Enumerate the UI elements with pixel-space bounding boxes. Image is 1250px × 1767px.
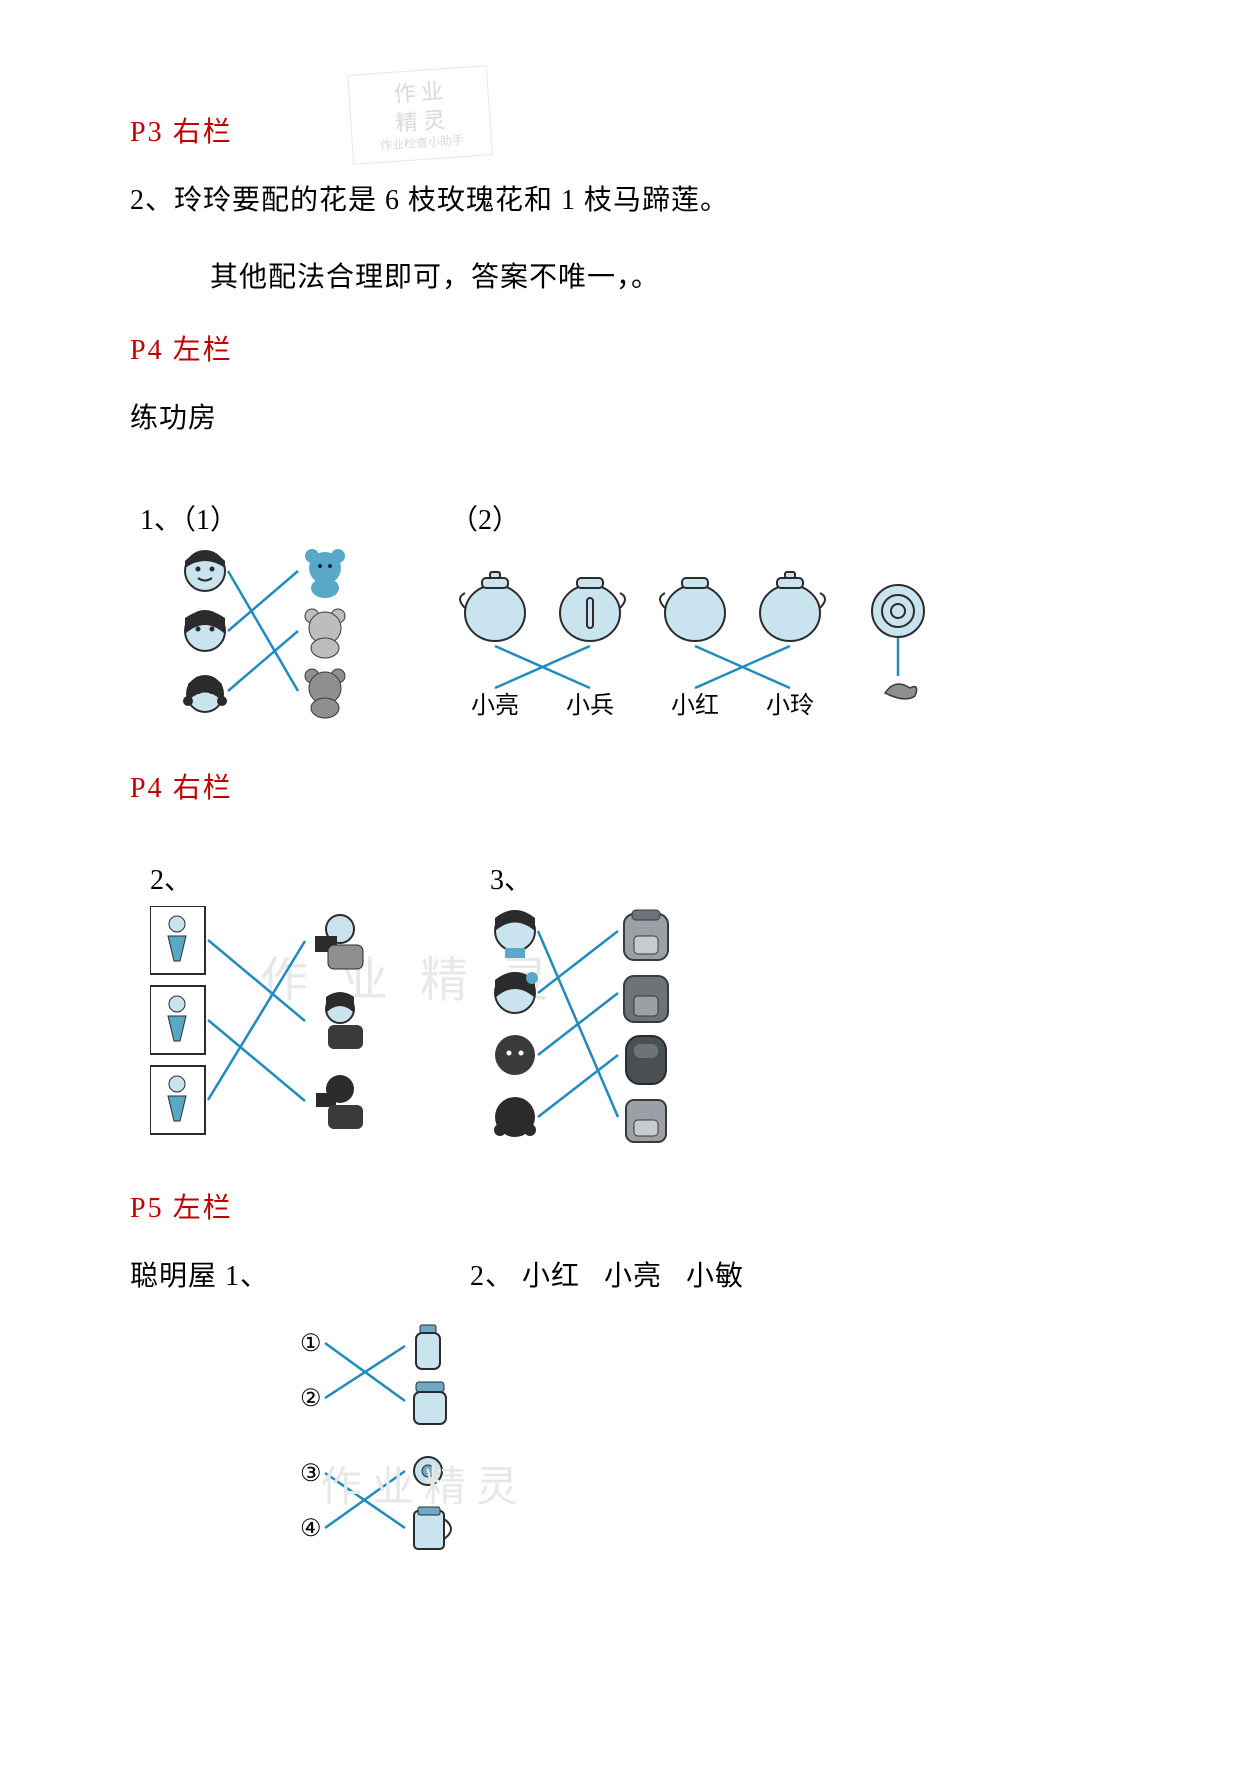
congmingwu-row: 聪明屋 1、 2、 小红 小亮 小敏 <box>130 1250 1120 1303</box>
bear-blue-icon <box>305 549 345 598</box>
bear-gray-2-icon <box>305 669 345 718</box>
cmw-ans-3: 小敏 <box>686 1261 744 1292</box>
q3-figure <box>490 906 1120 1176</box>
q1-2-lines <box>495 646 790 688</box>
teapot-label-1: 小亮 <box>471 692 519 719</box>
backpack-2-icon <box>624 976 668 1022</box>
q1-2-svg: 小亮 小兵 小红 小玲 <box>450 568 1010 728</box>
cmw-svg: ① ② ③ ④ <box>290 1323 510 1573</box>
lid-1-icon <box>414 1457 442 1485</box>
kid-head-4-icon <box>494 1097 536 1137</box>
q3-label: 3、 <box>490 858 1120 898</box>
dancer-card-1-icon <box>150 906 205 974</box>
heading-p4-left: P4 左栏 <box>130 328 1120 368</box>
teapot-1-icon <box>460 572 525 641</box>
teapot-label-3: 小红 <box>671 692 719 719</box>
teapot-label-2: 小兵 <box>566 692 614 719</box>
circled-2: ② <box>300 1386 322 1412</box>
cmw-figure: 作业精灵 ① ② ③ ④ <box>290 1323 1120 1573</box>
q1-1-block: 1、（1） <box>130 470 450 746</box>
heading-p5-left: P5 左栏 <box>130 1186 1120 1226</box>
circled-1: ① <box>300 1331 322 1357</box>
child-head-1-icon <box>185 551 225 591</box>
photographer-2-icon <box>326 992 363 1049</box>
liangongfang-label: 练功房 <box>130 392 1120 445</box>
bottle-1-icon <box>416 1325 440 1369</box>
mug-1-icon <box>414 1507 451 1549</box>
q2q3-row: 作 业 精 灵 2、 <box>130 830 1120 1176</box>
backpack-4-icon <box>626 1100 666 1142</box>
q1-1-lines <box>228 571 298 691</box>
child-head-3-icon <box>183 676 227 712</box>
q1-2-label: （2） <box>450 498 1120 538</box>
child-head-2-icon <box>185 611 225 651</box>
bird-icon <box>885 684 917 699</box>
teapot-3-icon <box>660 578 725 641</box>
circled-3: ③ <box>300 1461 322 1487</box>
jar-1-icon <box>414 1382 446 1424</box>
q1-1-svg <box>180 546 380 746</box>
dancer-card-2-icon <box>150 986 205 1054</box>
page-root: 作 业 精 灵 作业检查小助手 P3 右栏 2、玲玲要配的花是 6 枝玫瑰花和 … <box>0 0 1250 1633</box>
cmw-ans-1: 小红 <box>522 1261 580 1292</box>
q2-figure <box>150 906 490 1156</box>
teapot-label-4: 小玲 <box>766 692 814 719</box>
q2-lines <box>208 940 305 1101</box>
kid-head-2-icon <box>495 972 538 1013</box>
heading-p3-right: P3 右栏 <box>130 110 1120 150</box>
backpack-3-icon <box>626 1036 666 1084</box>
bear-gray-1-icon <box>305 609 345 658</box>
q1-2-block: （2） <box>450 470 1120 728</box>
q2-label: 2、 <box>150 858 490 898</box>
lid-top-icon <box>872 585 924 637</box>
kid-head-3-icon <box>495 1035 535 1075</box>
q2-svg <box>150 906 410 1156</box>
cmw-ans-2: 小亮 <box>604 1261 662 1292</box>
q3-block: 3、 <box>490 830 1120 1176</box>
teapot-4-icon <box>760 572 825 641</box>
dancer-card-3-icon <box>150 1066 205 1134</box>
photographer-3-icon <box>316 1075 363 1129</box>
photographer-1-icon <box>315 915 363 969</box>
stamp-watermark: 作 业 精 灵 作业检查小助手 <box>347 65 493 165</box>
q1-1-label: 1、（1） <box>140 498 450 538</box>
q1-row: 1、（1） <box>130 470 1120 746</box>
congmingwu-prefix: 聪明屋 1、 <box>130 1250 470 1303</box>
q2-line2: 其他配法合理即可，答案不唯一，。 <box>130 251 1120 304</box>
q1-2-figure: 小亮 小兵 小红 小玲 <box>450 568 1120 728</box>
teapot-2-icon <box>560 578 625 641</box>
q2-block: 2、 <box>150 830 490 1156</box>
q3-svg <box>490 906 720 1176</box>
circled-4: ④ <box>300 1516 322 1542</box>
q3-lines <box>538 931 618 1117</box>
backpack-1-icon <box>624 910 668 960</box>
q2-line1: 2、玲玲要配的花是 6 枝玫瑰花和 1 枝马蹄莲。 <box>130 174 1120 227</box>
cmw-q2-label: 2、 <box>470 1261 514 1292</box>
cmw-lines <box>325 1343 405 1528</box>
q1-1-figure <box>180 546 450 746</box>
kid-head-1-icon <box>495 910 535 958</box>
heading-p4-right: P4 右栏 <box>130 766 1120 806</box>
